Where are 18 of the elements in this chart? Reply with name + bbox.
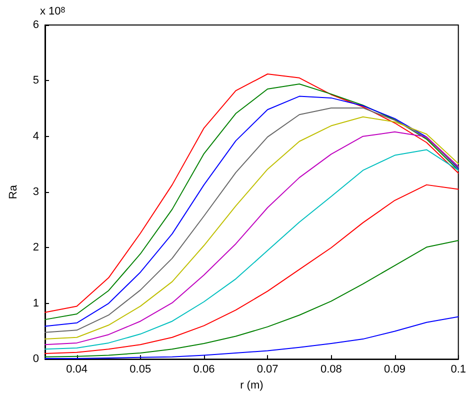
y-tick-label: 3 bbox=[32, 186, 39, 198]
x-tick-label: 0.1 bbox=[450, 364, 466, 376]
y-tick-label: 5 bbox=[32, 74, 39, 87]
y-tick-label: 0 bbox=[32, 353, 39, 366]
line-series bbox=[44, 240, 459, 358]
y-tick-label: 1 bbox=[32, 297, 39, 310]
x-tick-label: 0.04 bbox=[66, 364, 88, 376]
y-tick-label: 2 bbox=[32, 242, 39, 254]
x-tick-label: 0.08 bbox=[320, 364, 342, 376]
y-tick-label: 6 bbox=[32, 19, 39, 31]
y-axis-title: Ra bbox=[8, 184, 20, 200]
x-tick-label: 0.06 bbox=[193, 364, 215, 376]
x-axis-title: r (m) bbox=[240, 380, 264, 392]
y-tick-label: 4 bbox=[32, 130, 39, 142]
x-tick-label: 0.05 bbox=[130, 364, 152, 376]
x-tick-label: 0.07 bbox=[256, 364, 278, 376]
line-series bbox=[44, 184, 459, 354]
x-tick-label: 0.09 bbox=[384, 364, 406, 376]
